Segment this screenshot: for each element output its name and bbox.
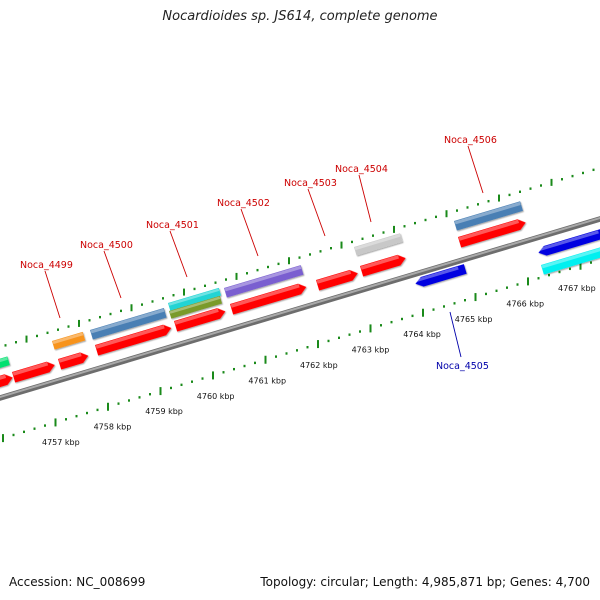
locus-leader-line xyxy=(103,250,122,299)
ruler-label-layer: 4757 kbp 4758 kbp 4759 kbp 4760 kbp 4761 kbp… xyxy=(42,284,596,447)
forward-tick-track xyxy=(4,168,595,347)
locus-label[interactable]: Noca_4505 xyxy=(436,361,489,372)
reverse-gene-arrow[interactable] xyxy=(537,227,600,258)
cds-arrow[interactable] xyxy=(95,323,173,356)
locus-leader-line xyxy=(467,145,484,194)
ruler-label: 4757 kbp xyxy=(42,438,80,447)
locus-label[interactable]: Noca_4503 xyxy=(284,178,337,189)
ruler-label: 4760 kbp xyxy=(197,392,235,401)
locus-label[interactable]: Noca_4502 xyxy=(217,198,270,209)
ruler-label: 4758 kbp xyxy=(94,423,132,432)
locus-label[interactable]: Noca_4500 xyxy=(80,240,133,251)
cds-arrow[interactable] xyxy=(58,350,90,370)
map-title: Nocardioides sp. JS614, complete genome xyxy=(162,9,438,24)
gene-box[interactable] xyxy=(52,331,86,350)
locus-label-layer: Noca_4499 Noca_4500 Noca_4501 Noca_4502 Noca… xyxy=(20,135,497,372)
gene-box[interactable] xyxy=(454,201,523,231)
ruler-label: 4764 kbp xyxy=(403,330,441,339)
cds-arrow[interactable] xyxy=(12,360,56,383)
gene-box[interactable] xyxy=(90,307,167,340)
cds-arrow[interactable] xyxy=(316,268,359,291)
ruler-label: 4762 kbp xyxy=(300,361,338,370)
locus-leader-line xyxy=(44,270,61,319)
locus-leader-line xyxy=(358,174,372,223)
feature-track xyxy=(0,201,600,389)
gene-box[interactable] xyxy=(541,246,600,275)
ruler-label: 4767 kbp xyxy=(558,284,596,293)
accession-label: Accession: NC_008699 xyxy=(9,575,146,589)
locus-leader-line xyxy=(169,230,188,278)
locus-label[interactable]: Noca_4501 xyxy=(146,220,199,231)
genome-backbone xyxy=(0,216,600,401)
gene-box[interactable] xyxy=(169,295,223,319)
cds-arrow[interactable] xyxy=(0,372,14,389)
gene-box[interactable] xyxy=(0,356,10,370)
locus-leader-line xyxy=(240,208,259,257)
locus-leader-line xyxy=(449,311,462,358)
topology-label: Topology: circular; Length: 4,985,871 bp… xyxy=(260,575,590,589)
ruler-label: 4759 kbp xyxy=(145,407,183,416)
ruler-label: 4761 kbp xyxy=(248,376,286,385)
reverse-gene-arrow[interactable] xyxy=(414,264,467,288)
locus-leader-line xyxy=(307,188,326,237)
ruler-tick-track xyxy=(2,261,592,443)
cds-arrow[interactable] xyxy=(174,306,227,332)
ruler-label: 4765 kbp xyxy=(455,315,493,324)
ruler-label: 4766 kbp xyxy=(506,299,544,308)
cds-arrow[interactable] xyxy=(458,217,527,248)
ruler-label: 4763 kbp xyxy=(352,346,390,355)
locus-label[interactable]: Noca_4504 xyxy=(335,164,388,175)
locus-label[interactable]: Noca_4506 xyxy=(444,135,497,146)
gene-box[interactable] xyxy=(224,265,304,298)
cds-arrow[interactable] xyxy=(230,282,308,315)
locus-label[interactable]: Noca_4499 xyxy=(20,260,73,271)
gene-box[interactable] xyxy=(168,287,222,311)
cds-arrow[interactable] xyxy=(360,253,407,277)
gene-box[interactable] xyxy=(354,233,403,256)
